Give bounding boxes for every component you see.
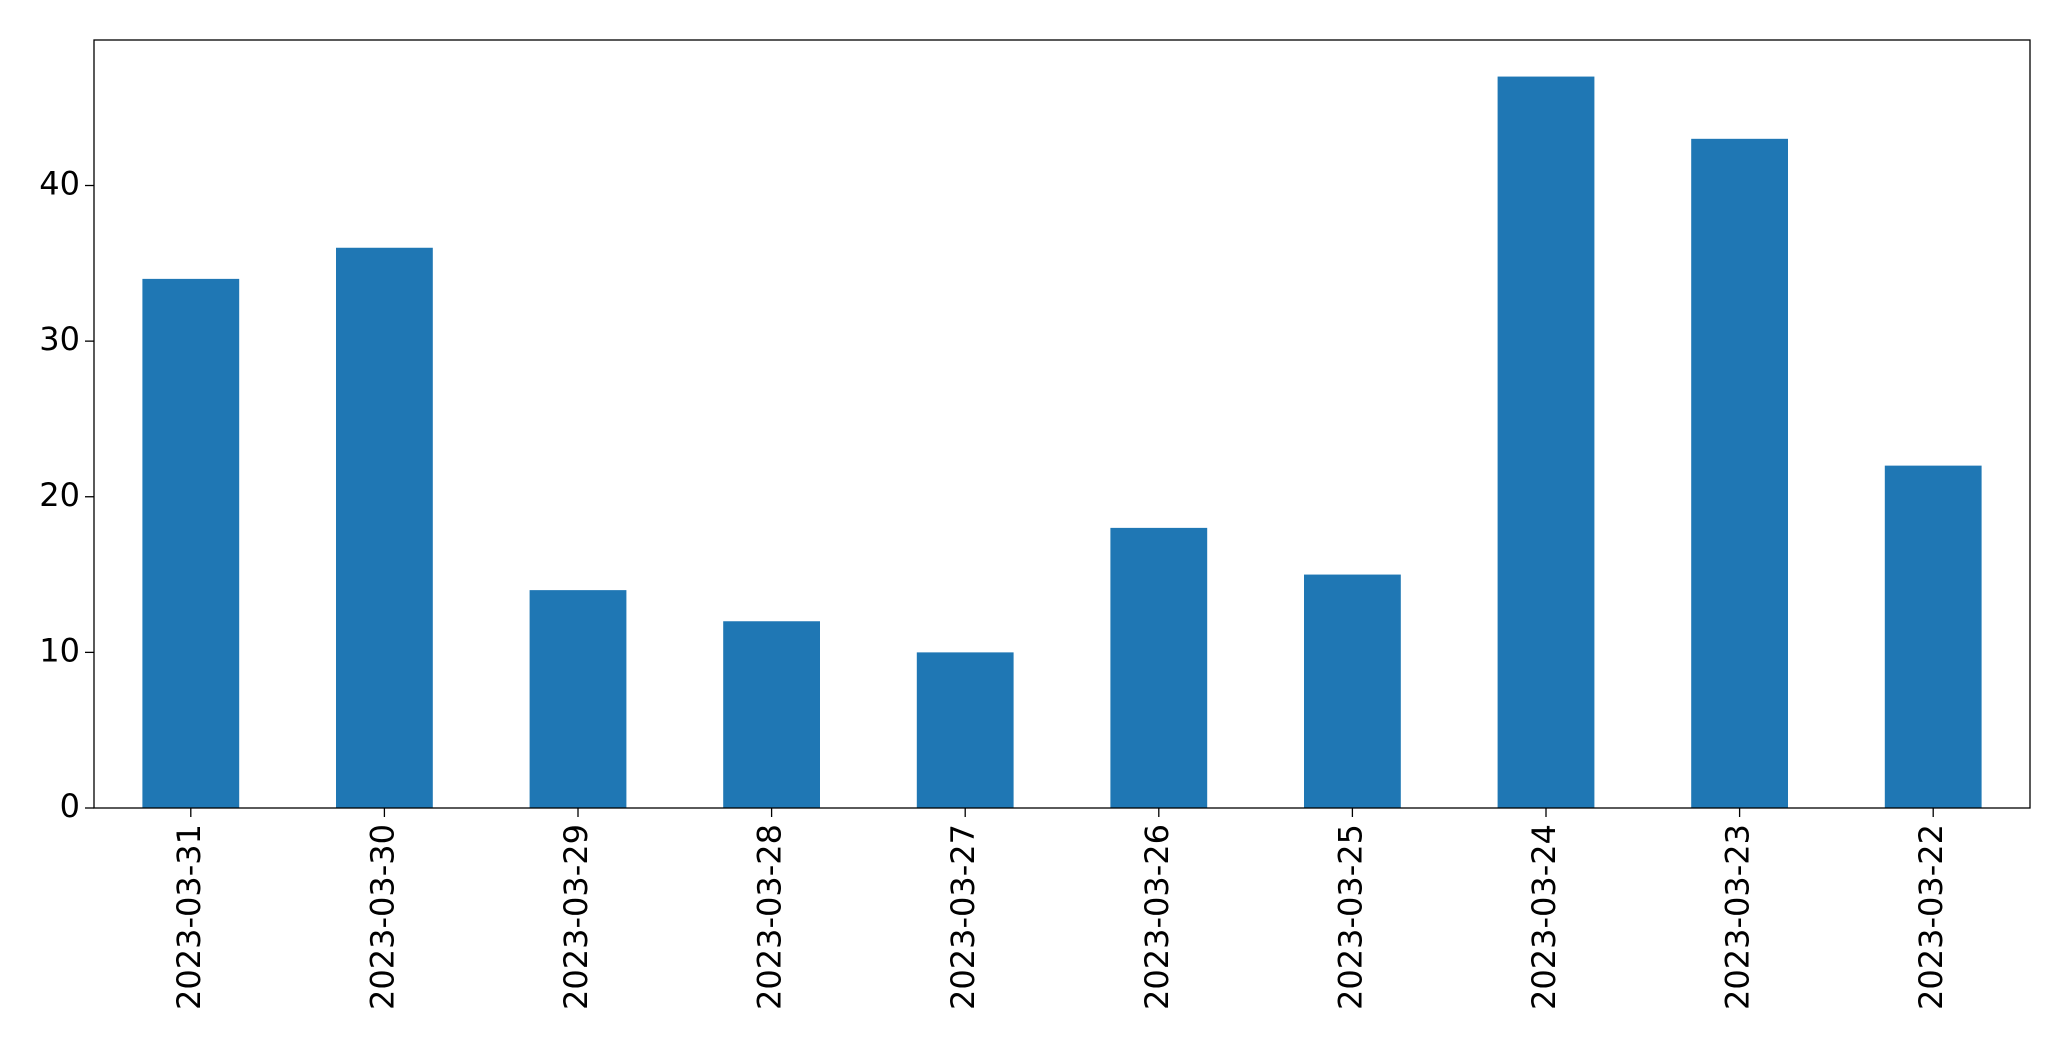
bar (1497, 76, 1595, 809)
bar (916, 652, 1014, 808)
y-tick-label: 40 (39, 165, 80, 203)
x-tick-label: 2023-03-23 (1719, 824, 1757, 1010)
bar (142, 278, 240, 808)
axes-frame (93, 39, 2031, 809)
bar (1884, 465, 1982, 808)
y-tick-label: 0 (60, 787, 80, 825)
bar (1691, 138, 1788, 808)
x-tick-label: 2023-03-29 (557, 824, 595, 1010)
bar (723, 621, 820, 808)
x-tick-label: 2023-03-26 (1138, 824, 1176, 1010)
y-tick-label: 20 (39, 476, 80, 514)
x-tick-label: 2023-03-27 (944, 824, 982, 1010)
x-tick-label: 2023-03-24 (1525, 824, 1563, 1010)
x-tick-label: 2023-03-31 (170, 824, 208, 1010)
x-tick-label: 2023-03-28 (751, 824, 789, 1010)
x-tick-label: 2023-03-30 (363, 824, 401, 1010)
bar (1304, 574, 1401, 808)
bar (529, 590, 627, 808)
x-tick-label: 2023-03-22 (1912, 824, 1950, 1010)
x-tick-label: 2023-03-25 (1331, 824, 1369, 1010)
bar (336, 247, 433, 808)
y-tick-label: 30 (39, 320, 80, 358)
y-tick-label: 10 (39, 631, 80, 669)
bar (1110, 527, 1208, 808)
